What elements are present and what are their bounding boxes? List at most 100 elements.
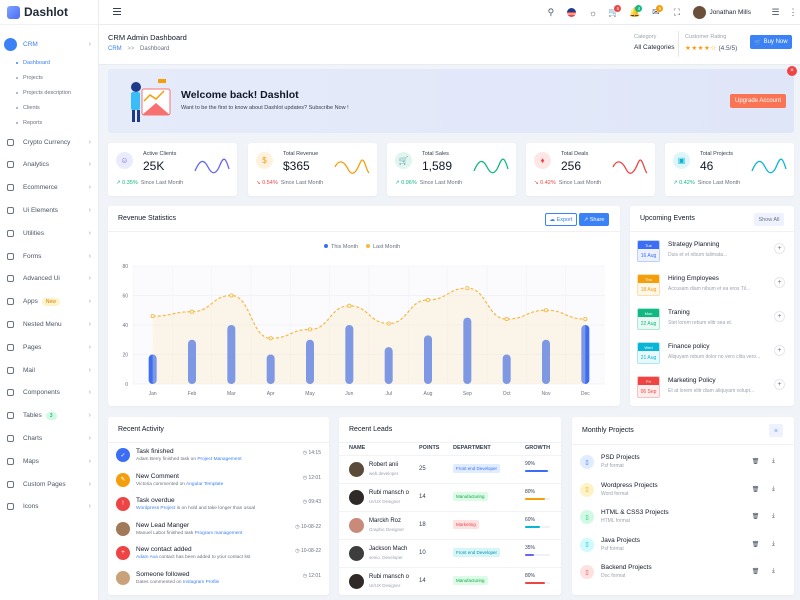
sidebar-item-utilities[interactable]: Utilities › (0, 222, 98, 245)
sidebar-item-mail[interactable]: Mail › (0, 359, 98, 382)
add-event-icon[interactable]: + (774, 243, 785, 254)
sidebar-item-ecommerce[interactable]: Ecommerce › (0, 176, 98, 199)
event-item[interactable]: Thu 18 Aug Hiring Employees Accusam diam ni… (637, 271, 787, 304)
breadcrumb-dashboard: Dashboard (140, 46, 170, 52)
download-icon[interactable]: ⤓ (772, 540, 775, 547)
sidebar-item-tables[interactable]: Tables 3 › (0, 404, 98, 427)
category-select[interactable]: All Categories (634, 44, 675, 51)
sidebar-item-components[interactable]: Components › (0, 382, 98, 405)
delete-icon[interactable]: 🗑 (751, 514, 760, 520)
sidebar-subitem-clients[interactable]: Clients (0, 101, 98, 116)
flag-icon[interactable] (561, 0, 582, 25)
add-event-icon[interactable]: + (774, 311, 785, 322)
close-banner-icon[interactable]: × (787, 66, 797, 76)
breadcrumb-crm[interactable]: CRM (108, 46, 122, 52)
sidebar-subitem-projects-description[interactable]: Projects description (0, 86, 98, 101)
activity-link[interactable]: Adam Ava (136, 555, 158, 560)
search-icon[interactable]: ⚲ (547, 7, 555, 17)
kpi-label: Total Sales (422, 151, 449, 157)
event-desc: Aliquyam rebum dolor no vero clita vero.… (668, 354, 761, 360)
lead-growth: 80% (525, 489, 536, 495)
user-avatar[interactable] (693, 6, 707, 19)
kpi-icon: ☺ (116, 152, 133, 169)
table-row[interactable]: Rubi mansch o UI/UX Designer 14 Manufacturi… (339, 483, 561, 511)
fullscreen-icon[interactable]: ⛶ (673, 7, 681, 17)
bell-icon[interactable]: 🔔 4 (629, 5, 643, 17)
event-item[interactable]: Mon 22 Aug Traning Stet lorem rebum elitr s… (637, 305, 787, 338)
line-point (386, 321, 391, 326)
share-button[interactable]: ↗ Share (579, 213, 609, 226)
activity-link[interactable]: Wordpress Project (136, 506, 176, 511)
add-event-icon[interactable]: + (774, 379, 785, 390)
event-date: 06 Sep (638, 385, 659, 397)
download-icon[interactable]: ⤓ (772, 568, 775, 574)
growth-bar-fill (525, 498, 545, 500)
delete-icon[interactable]: 🗑 (751, 459, 760, 465)
menu-dots-icon[interactable]: ⋮ (788, 7, 798, 17)
table-row[interactable]: Marckh Roz Graphic Designer 18 Marketing 60% (339, 511, 561, 539)
table-row[interactable]: Robert anii web developer 25 Front end Deve… (339, 455, 561, 483)
activity-link[interactable]: Angular Template (186, 481, 224, 487)
event-item[interactable]: Fri 06 Sep Marketing Policy Et at lorem eli… (637, 373, 787, 406)
upgrade-account-button[interactable]: Upgrade Account (730, 94, 786, 108)
delete-icon[interactable]: 🗑 (751, 569, 760, 575)
sidebar-item-analytics[interactable]: Analytics › (0, 154, 98, 177)
table-row[interactable]: Jackson Mach senio. Developer 10 Front end … (339, 539, 561, 567)
event-item[interactable]: Tue 16 Aug Strategy Planning Duis et et nib… (637, 237, 787, 270)
settings-icon[interactable]: ☰ (771, 7, 780, 17)
sidebar-item-charts[interactable]: Charts › (0, 427, 98, 450)
logo[interactable]: Dashlot (0, 0, 98, 25)
download-icon[interactable]: ⤓ (772, 513, 775, 519)
bar (384, 347, 393, 384)
sidebar-item-apps[interactable]: Apps New › (0, 290, 98, 313)
growth-bar (525, 526, 550, 528)
message-icon[interactable]: ✉ 5 (645, 0, 666, 25)
activity-icon-glyph: ✎ (120, 477, 126, 483)
theme-icon[interactable]: ☼ (588, 7, 598, 18)
activity-link[interactable]: Program management (194, 530, 243, 536)
activity-link[interactable]: Instagram Profile (182, 579, 220, 585)
buy-now-button[interactable]: 🛒 Buy Now (750, 35, 792, 49)
kpi-change: ↘ 0.42% Since Last Month (534, 180, 601, 186)
event-day: Wed (638, 343, 659, 351)
sidebar-item-maps[interactable]: Maps › (0, 450, 98, 473)
user-name[interactable]: Jonathan Mills (709, 9, 751, 16)
cart-icon[interactable]: 🛒 5 (608, 5, 622, 17)
event-item[interactable]: Wed 21 Aug Finance policy Aliquyam rebum do… (637, 339, 787, 372)
menu-toggle-icon[interactable] (113, 8, 121, 15)
sidebar-item-custom-pages[interactable]: Custom Pages › (0, 473, 98, 496)
sidebar-item-advanced-ui[interactable]: Advanced Ui › (0, 268, 98, 291)
chevron-right-icon: › (88, 229, 91, 237)
delete-icon[interactable]: 🗑 (751, 541, 760, 548)
sidebar-item-crm[interactable]: CRM › (0, 33, 98, 56)
y-tick-label: 80 (122, 264, 128, 270)
delete-icon[interactable]: 🗑 (751, 486, 760, 493)
chevron-right-icon: › (88, 343, 91, 351)
show-all-button[interactable]: Show All (754, 213, 784, 226)
sidebar-item-pages[interactable]: Pages › (0, 336, 98, 359)
logo-text: Dashlot (24, 5, 69, 19)
sidebar-item-ui-elements[interactable]: Ui Elements › (0, 199, 98, 222)
sidebar-item-icons[interactable]: Icons › (0, 496, 98, 519)
project-name: Java Projects (601, 536, 641, 544)
download-icon[interactable]: ⤓ (772, 458, 775, 464)
sidebar-item-crypto-currency[interactable]: Crypto Currency › (0, 131, 98, 154)
projects-menu-icon[interactable]: ≡ (769, 424, 783, 437)
sidebar-subitem-reports[interactable]: Reports (0, 116, 98, 131)
sidebar-item-forms[interactable]: Forms › (0, 245, 98, 268)
sidebar-subitem-projects[interactable]: Projects (0, 71, 98, 86)
sidebar-item-nested-menu[interactable]: Nested Menu › (0, 313, 98, 336)
export-button[interactable]: ☁ Export (545, 213, 577, 226)
download-icon[interactable]: ⤓ (772, 485, 775, 492)
add-event-icon[interactable]: + (774, 277, 785, 288)
bar (463, 317, 472, 384)
activity-link[interactable]: Project Management (197, 457, 242, 462)
sidebar-subitem-dashboard[interactable]: Dashboard (0, 56, 98, 71)
activity-card: Recent Activity ✓ Task finished Adam Berry… (108, 417, 329, 595)
kpi-card-total-projects: ▣ Total Projects 46 ↗ 0.42% Since Last Month (665, 143, 794, 196)
add-event-icon[interactable]: + (774, 345, 785, 356)
legend-label: This Month (331, 244, 358, 250)
activity-icon: ✓ (116, 448, 130, 462)
kpi-card-total-deals: ♦ Total Deals 256 ↘ 0.42% Since Last Month (526, 143, 655, 196)
table-row[interactable]: Rubi mansch o UI/UX Designer 14 Manufacturi… (339, 567, 561, 595)
